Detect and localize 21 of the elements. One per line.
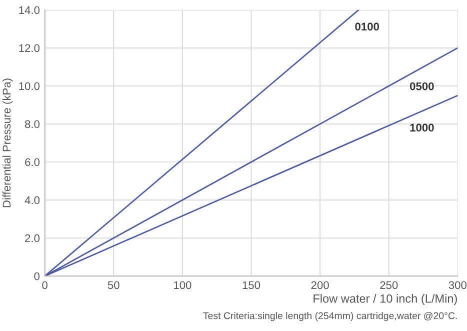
x-tick-label: 0 — [42, 281, 48, 290]
series-label: 0100 — [355, 22, 379, 31]
x-tick-label: 200 — [311, 281, 329, 290]
series-label: 1000 — [410, 124, 434, 132]
x-tick-label: 50 — [108, 281, 120, 290]
text: Test Criteria:single length (254mm) cartridge,water @20°C. — [203, 312, 457, 322]
y-tick-label: 6.0 — [25, 158, 40, 166]
x-tick-label: 250 — [380, 281, 398, 290]
y-tick-label: 4.0 — [24, 196, 40, 204]
y-tick-label: 8.0 — [25, 120, 40, 128]
y-tick-label: 0 — [34, 272, 40, 280]
y-tick-label: 14.0 — [19, 6, 40, 14]
y-tick-label: 2.0 — [25, 234, 40, 242]
x-tick-label: 300 — [448, 281, 466, 290]
x-axis-title: Flow water / 10 inch (L/Min) — [314, 294, 457, 306]
series-label: 0500 — [410, 82, 434, 90]
x-tick-label: 150 — [242, 281, 260, 290]
y-axis-title: Differential Pressure (kPa) — [2, 78, 13, 208]
y-tick-label: 12.0 — [19, 44, 40, 52]
x-tick-label: 100 — [174, 281, 192, 290]
y-tick-label: 10.0 — [19, 82, 40, 90]
